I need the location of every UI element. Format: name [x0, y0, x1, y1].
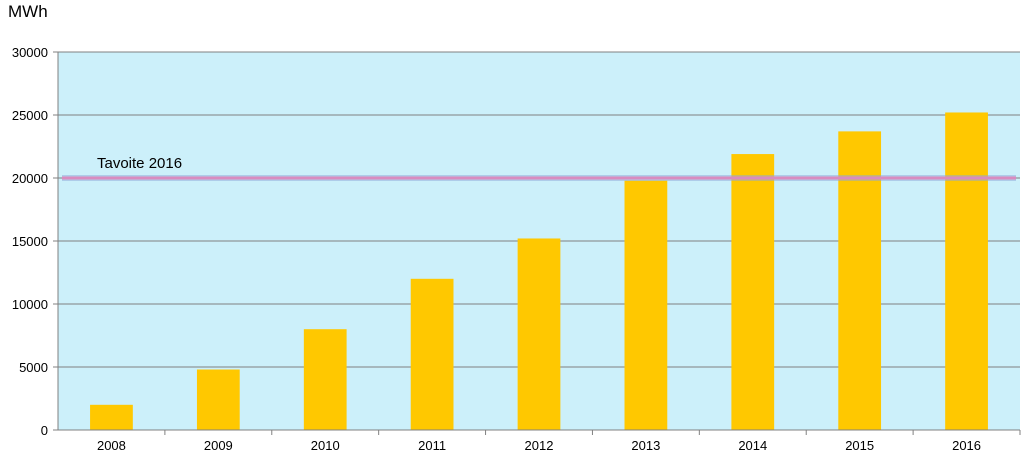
x-tick-label: 2014	[738, 438, 767, 453]
bar	[624, 180, 668, 430]
y-tick-label: 0	[41, 423, 48, 438]
x-tick-label: 2008	[97, 438, 126, 453]
x-tick-label: 2013	[631, 438, 660, 453]
bar	[90, 404, 133, 430]
x-tick-label: 2010	[311, 438, 340, 453]
y-tick-label: 5000	[19, 360, 48, 375]
target-line-group: Tavoite 2016	[62, 155, 1016, 181]
x-tick-label: 2015	[845, 438, 874, 453]
y-axis-tick-labels: 0 5000 10000 15000 20000 25000 30000	[12, 45, 48, 438]
bar	[517, 238, 561, 430]
axes	[57, 52, 1020, 431]
bar	[945, 112, 988, 430]
x-tick-label: 2009	[204, 438, 233, 453]
x-axis-tick-labels: 2008 2009 2010 2011 2012 2013 2014 2015 2016	[97, 438, 981, 453]
bars	[90, 112, 988, 430]
y-tick-label: 30000	[12, 45, 48, 60]
x-tick-label: 2011	[418, 438, 446, 453]
target-line-label: Tavoite 2016	[97, 155, 182, 172]
bar	[410, 278, 454, 430]
bar	[196, 369, 240, 430]
y-tick-label: 10000	[12, 297, 48, 312]
y-tick-label: 15000	[12, 234, 48, 249]
bar	[303, 329, 347, 430]
bar	[838, 131, 882, 430]
bar	[731, 154, 775, 430]
y-tick-label: 25000	[12, 108, 48, 123]
y-tick-label: 20000	[12, 171, 48, 186]
x-tick-label: 2016	[952, 438, 981, 453]
y-axis-unit-label: MWh	[8, 2, 48, 21]
x-tick-label: 2012	[525, 438, 554, 453]
